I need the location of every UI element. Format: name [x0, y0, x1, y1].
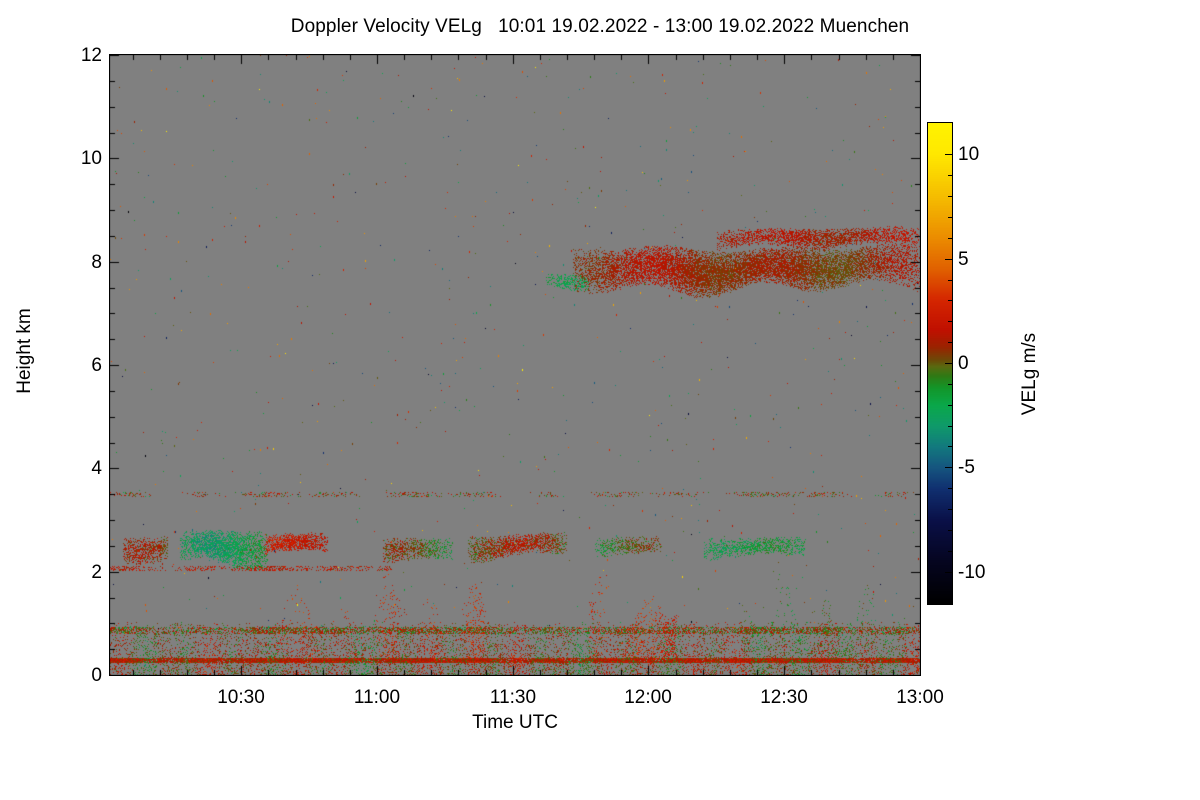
x-tick-label: 10:30	[217, 687, 265, 708]
x-tick-label: 13:00	[896, 687, 944, 708]
x-tick-label: 12:00	[624, 687, 672, 708]
y-tick-label: 0	[91, 665, 102, 686]
plot-area[interactable]	[109, 54, 921, 676]
y-tick-label: 4	[91, 458, 102, 479]
y-tick-label: 6	[91, 355, 102, 376]
y-tick-label: 8	[91, 252, 102, 273]
colorbar-tick-label: 0	[958, 353, 969, 374]
x-tick-label: 11:30	[489, 687, 537, 708]
y-axis-tick-labels: 0 2 4 6 8 10 12	[60, 0, 102, 800]
colorbar-tick-label: 5	[958, 248, 969, 270]
y-tick-label: 10	[80, 148, 102, 169]
x-axis-title: Time UTC	[472, 712, 558, 733]
colorbar-title: VELg m/s	[1019, 332, 1040, 416]
y-axis-title: Height km	[14, 308, 35, 394]
colorbar-gradient	[927, 122, 953, 605]
x-tick-label: 12:30	[760, 687, 808, 708]
colorbar-tick-label: -10	[958, 561, 986, 583]
colorbar-tick-label: -5	[958, 457, 975, 479]
page-title: Doppler Velocity VELg 10:01 19.02.2022 -…	[290, 16, 910, 37]
colorbar-tick-labels: -10 -5 0 5 10	[958, 0, 1018, 800]
colorbar-tick-label: 10	[958, 144, 980, 166]
velocity-heatmap-canvas[interactable]	[110, 55, 920, 675]
y-tick-label: 2	[91, 562, 102, 583]
x-tick-label: 11:00	[353, 687, 401, 708]
y-tick-label: 12	[80, 45, 102, 66]
colorbar[interactable]	[927, 122, 953, 605]
x-axis-tick-labels: 10:30 11:00 11:30 12:00 12:30 13:00	[0, 688, 1200, 712]
